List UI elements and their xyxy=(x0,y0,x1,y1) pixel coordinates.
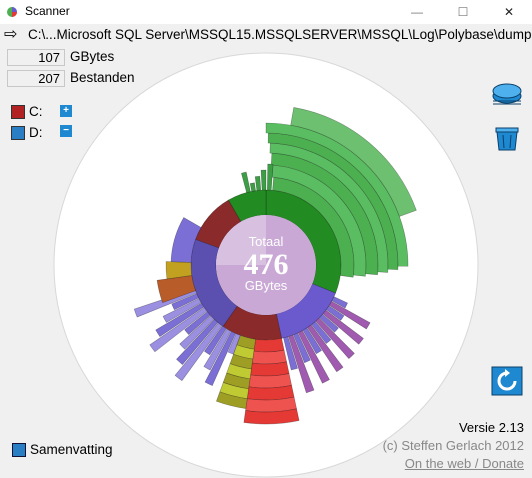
segment[interactable] xyxy=(162,298,202,323)
segment[interactable] xyxy=(251,349,287,365)
segment[interactable] xyxy=(283,336,298,371)
segment[interactable] xyxy=(248,373,292,389)
center-label-bottom: GBytes xyxy=(245,278,288,293)
segment[interactable] xyxy=(315,317,355,360)
summary-icon[interactable] xyxy=(12,443,26,457)
segment[interactable] xyxy=(254,175,262,191)
files-value: 207 xyxy=(7,70,65,87)
size-unit-label: GBytes xyxy=(70,49,115,64)
segment[interactable] xyxy=(171,293,199,311)
segment[interactable] xyxy=(267,163,274,191)
recycle-bin-icon[interactable] xyxy=(491,124,523,154)
summary-label[interactable]: Samenvatting xyxy=(30,442,113,457)
segment[interactable] xyxy=(176,318,219,366)
segment[interactable] xyxy=(250,361,290,377)
segment[interactable] xyxy=(322,309,364,345)
path-bar: ⇨ C:\...Microsoft SQL Server\MSSQL15.MSS… xyxy=(0,24,532,46)
segment[interactable] xyxy=(229,353,254,370)
segment[interactable] xyxy=(270,152,379,276)
segment[interactable] xyxy=(246,384,295,401)
segment[interactable] xyxy=(245,396,297,413)
maximize-button[interactable]: ☐ xyxy=(457,5,469,19)
segment[interactable] xyxy=(253,338,285,353)
segment[interactable] xyxy=(233,344,255,360)
segment[interactable] xyxy=(156,275,196,304)
segment[interactable] xyxy=(219,382,249,400)
segment[interactable] xyxy=(216,391,248,409)
collapse-button[interactable]: − xyxy=(60,125,72,137)
center-value: 476 xyxy=(244,248,289,281)
refresh-icon[interactable] xyxy=(491,366,523,396)
segment[interactable] xyxy=(203,328,232,371)
segment[interactable] xyxy=(226,363,252,380)
segment[interactable] xyxy=(297,330,330,384)
drive-c-icon[interactable] xyxy=(11,105,25,119)
segment[interactable] xyxy=(293,332,311,364)
drive-d-icon[interactable] xyxy=(11,126,25,140)
center-highlight xyxy=(216,215,266,265)
close-button[interactable]: ✕ xyxy=(503,5,515,19)
segment[interactable] xyxy=(331,296,348,309)
sunburst-rings[interactable] xyxy=(133,107,417,425)
segment[interactable] xyxy=(328,300,371,330)
current-path: C:\...Microsoft SQL Server\MSSQL15.MSSQL… xyxy=(28,27,532,42)
segment[interactable] xyxy=(288,334,315,394)
segment[interactable] xyxy=(311,321,332,344)
minimize-button[interactable]: — xyxy=(411,5,423,19)
segment[interactable] xyxy=(271,164,367,277)
segment[interactable] xyxy=(227,333,241,355)
web-donate-link[interactable]: On the web / Donate xyxy=(404,456,524,471)
version-label: Versie 2.13 xyxy=(458,420,524,435)
segment[interactable] xyxy=(204,331,236,386)
segment[interactable] xyxy=(265,122,409,267)
center-label-top: Totaal xyxy=(249,234,284,249)
segment[interactable] xyxy=(149,307,208,353)
segment[interactable] xyxy=(306,324,344,373)
size-value: 107 xyxy=(7,49,65,66)
files-label: Bestanden xyxy=(70,70,135,85)
segment[interactable] xyxy=(170,217,202,263)
title-bar: Scanner — ☐ ✕ xyxy=(0,0,532,24)
segment[interactable] xyxy=(243,408,300,425)
segment[interactable] xyxy=(236,335,256,350)
segment[interactable] xyxy=(302,327,322,355)
segment[interactable] xyxy=(155,302,205,337)
copyright-label: (c) Steffen Gerlach 2012 xyxy=(382,438,524,453)
disk-icon[interactable] xyxy=(491,78,523,108)
expand-button[interactable]: + xyxy=(60,105,72,117)
segment[interactable] xyxy=(267,132,399,270)
drive-c-label[interactable]: C: xyxy=(29,104,43,119)
drive-d-label[interactable]: D: xyxy=(29,125,43,140)
segment[interactable] xyxy=(184,311,211,336)
segment[interactable] xyxy=(174,322,223,382)
segment[interactable] xyxy=(325,305,345,321)
segment[interactable] xyxy=(165,261,193,280)
segment[interactable] xyxy=(290,107,417,217)
up-arrow-icon[interactable]: ⇨ xyxy=(4,26,18,43)
window-title: Scanner xyxy=(25,4,70,18)
segment[interactable] xyxy=(260,169,267,191)
segment[interactable] xyxy=(319,313,339,333)
segment[interactable] xyxy=(241,171,251,193)
segment[interactable] xyxy=(179,315,215,350)
segment[interactable] xyxy=(269,142,389,273)
segment[interactable] xyxy=(249,182,256,192)
segment[interactable] xyxy=(222,372,251,390)
segment[interactable] xyxy=(204,325,227,356)
app-icon xyxy=(7,7,17,17)
